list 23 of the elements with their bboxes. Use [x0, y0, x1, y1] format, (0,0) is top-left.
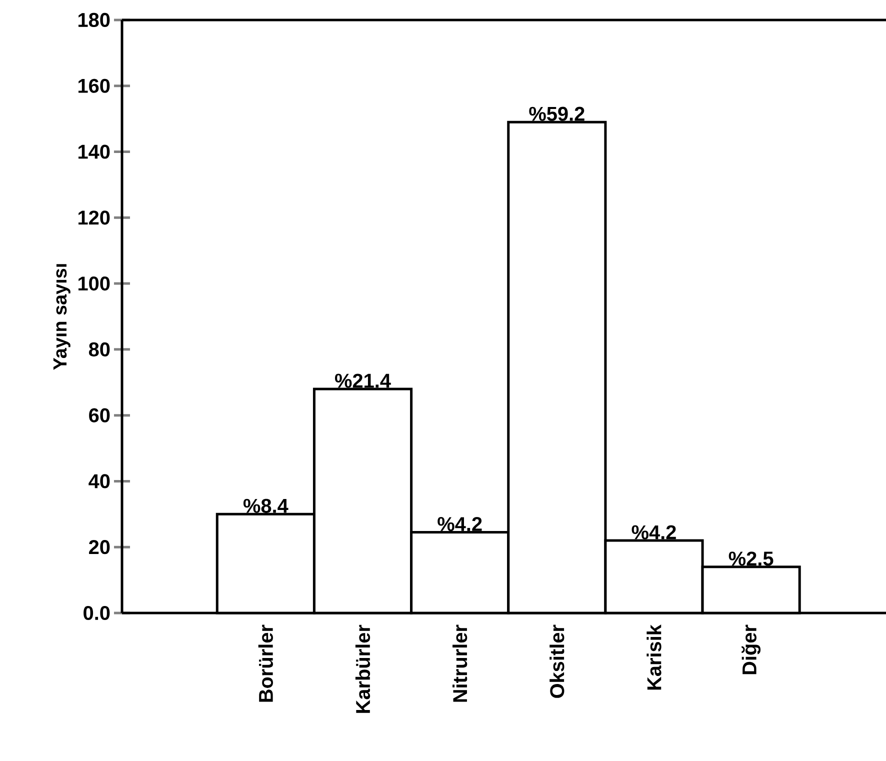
- x-tick-label: Oksitler: [550, 624, 564, 698]
- x-tick-label: Karisik: [646, 624, 662, 690]
- y-tick-label: 100: [78, 276, 110, 291]
- y-tick-label: 40: [88, 474, 110, 488]
- annotation: %21.4: [335, 374, 391, 388]
- y-tick-label: 60: [89, 408, 110, 422]
- x-tick-label: Diğer: [742, 624, 761, 674]
- y-tick-label: 180: [78, 12, 110, 28]
- annotation: %2.5: [728, 552, 774, 566]
- x-tick-label: Karbürler: [355, 624, 370, 713]
- y-tick-label: 140: [78, 144, 110, 159]
- y-axis-title: Yayın sayısı: [53, 264, 70, 370]
- y-tick-label: 120: [78, 210, 110, 225]
- x-tick-label: Borürler: [258, 624, 273, 702]
- x-tick-label: Nitrurler: [452, 624, 468, 702]
- y-tick-label: 160: [78, 78, 110, 93]
- annotation: %4.2: [632, 525, 676, 540]
- y-tick-label: 80: [88, 342, 110, 356]
- annotation: %59.2: [529, 106, 584, 121]
- annotation: %4.2: [438, 517, 482, 532]
- y-tick-label: 0.0: [84, 606, 110, 620]
- annotation: %8.4: [243, 498, 288, 513]
- y-tick-label: 20: [89, 540, 110, 554]
